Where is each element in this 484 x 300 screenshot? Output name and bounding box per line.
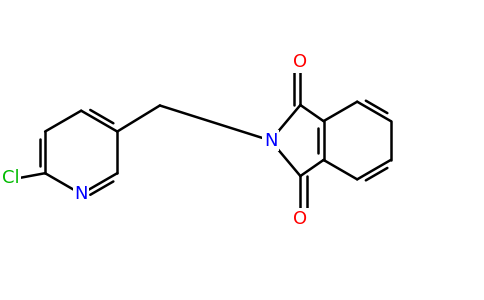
Text: N: N (75, 185, 88, 203)
Text: O: O (293, 210, 307, 228)
Text: N: N (264, 131, 277, 149)
Text: O: O (293, 53, 307, 71)
Text: Cl: Cl (2, 169, 20, 187)
